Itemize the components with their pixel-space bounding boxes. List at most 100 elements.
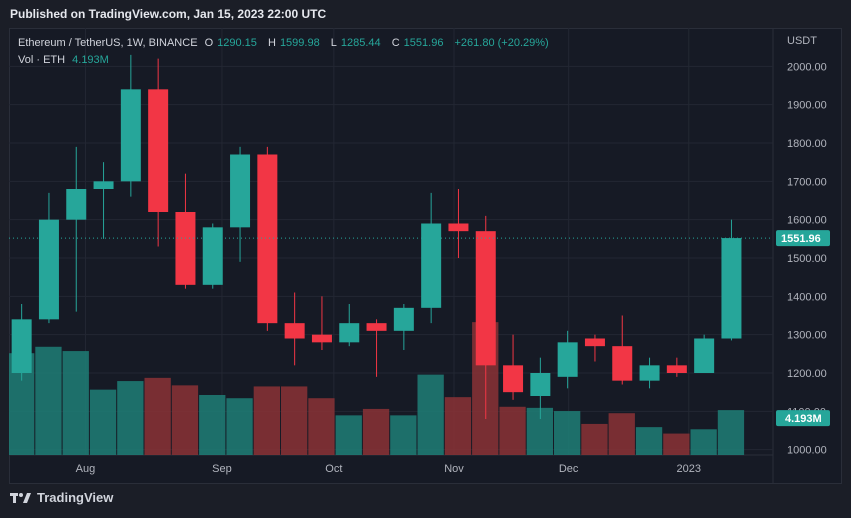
y-tick-label: 1600.00 <box>787 215 827 227</box>
candle <box>557 330 578 389</box>
legend-price-row: Ethereum / TetherUS, 1W, BINANCE O 1290.1… <box>18 35 553 52</box>
candle-body <box>448 223 469 232</box>
volume-bar <box>308 398 335 455</box>
candle-body <box>38 219 59 320</box>
candle <box>421 192 442 324</box>
candle-body <box>612 346 633 381</box>
y-tick-label: 1300.00 <box>787 330 827 342</box>
candle-body <box>339 323 360 343</box>
candle <box>721 219 742 341</box>
last-volume-badge-text: 4.193M <box>785 413 822 425</box>
volume-bar <box>444 397 472 455</box>
candle <box>393 304 414 350</box>
low-value: L 1285.44 <box>330 37 381 49</box>
volume-bar <box>663 433 690 455</box>
price-axis: 1000.001100.001200.001300.001400.001500.… <box>787 35 827 457</box>
chart-legend: Ethereum / TetherUS, 1W, BINANCE O 1290.1… <box>18 35 553 69</box>
volume-bar <box>635 427 663 455</box>
candle-body <box>503 365 524 393</box>
volume-bar <box>417 374 444 455</box>
volume-bar <box>89 389 117 455</box>
candle-body <box>366 323 387 331</box>
volume-bar <box>390 415 417 455</box>
tradingview-logo[interactable]: TradingView <box>10 490 113 505</box>
candle <box>366 319 387 377</box>
last-price-badge <box>776 230 830 247</box>
y-tick-label: 1500.00 <box>787 253 827 265</box>
candle <box>120 54 141 197</box>
candle-body <box>93 181 114 189</box>
change-value: +261.80 (+20.29%) <box>454 37 549 49</box>
candle-body <box>639 365 660 381</box>
candle <box>38 192 59 324</box>
candle-body <box>230 154 251 228</box>
volume-label: Vol · ETH <box>18 54 66 66</box>
candle <box>93 162 114 239</box>
volume-bar <box>608 413 635 455</box>
y-tick-label: 1900.00 <box>787 100 827 112</box>
y-tick-label: 1400.00 <box>787 291 827 303</box>
candle-body <box>694 338 715 373</box>
open-value: O 1290.15 <box>204 37 257 49</box>
candle <box>339 304 360 347</box>
last-value-badges: 1551.96 4.193M <box>9 230 830 427</box>
candle-body <box>311 334 332 343</box>
published-header: Published on TradingView.com, Jan 15, 20… <box>10 7 327 21</box>
candle <box>530 357 551 419</box>
volume-value: 4.193M <box>72 54 109 66</box>
volume-bar <box>690 429 717 455</box>
candle-body <box>202 227 223 285</box>
candle <box>230 146 251 262</box>
legend-volume-row: Vol · ETH 4.193M <box>18 52 553 69</box>
candle <box>311 296 332 350</box>
candle-body <box>666 365 687 373</box>
volume-bar <box>281 386 308 455</box>
x-tick-label: Sep <box>212 463 232 475</box>
volume-bar <box>253 386 280 455</box>
volume-bar <box>554 411 581 455</box>
x-tick-label: Aug <box>76 463 96 475</box>
candle-body <box>721 238 742 339</box>
candle-body <box>284 323 305 339</box>
time-axis: Aug Sep Oct Nov Dec 2023 <box>76 463 701 475</box>
candle <box>584 334 605 362</box>
candle <box>475 215 496 419</box>
close-value: C 1551.96 <box>391 37 444 49</box>
x-tick-label: Oct <box>325 463 342 475</box>
candle <box>284 292 305 366</box>
candle <box>257 146 278 331</box>
candle <box>11 304 32 381</box>
candle-body <box>148 89 169 212</box>
last-volume-badge <box>776 410 830 427</box>
volume-bar <box>171 385 199 455</box>
y-tick-label: 2000.00 <box>787 61 827 73</box>
candles <box>11 54 742 419</box>
currency-label: USDT <box>787 35 817 47</box>
volume-bar <box>117 381 144 455</box>
volume-bar <box>35 346 62 455</box>
candle <box>666 357 687 377</box>
symbol-label: Ethereum / TetherUS, 1W, BINANCE <box>18 37 198 49</box>
candle <box>448 189 469 258</box>
volume-bar <box>362 408 390 455</box>
x-tick-label: 2023 <box>677 463 701 475</box>
volume-bar <box>581 423 608 455</box>
last-price-badge-text: 1551.96 <box>781 233 821 245</box>
candle-body <box>557 342 578 377</box>
volume-bar <box>717 410 745 455</box>
candle-body <box>475 231 496 366</box>
y-tick-label: 1800.00 <box>787 138 827 150</box>
volume-bar <box>144 377 171 455</box>
candle <box>66 146 87 312</box>
candle <box>694 334 715 373</box>
candlestick-chart[interactable]: 1000.001100.001200.001300.001400.001500.… <box>9 28 842 484</box>
volume-bar <box>199 395 226 455</box>
x-tick-label: Dec <box>559 463 579 475</box>
y-tick-label: 1000.00 <box>787 445 827 457</box>
candle-body <box>584 338 605 347</box>
candle <box>148 58 169 247</box>
y-tick-label: 1200.00 <box>787 368 827 380</box>
candle-body <box>11 319 32 373</box>
candle-body <box>257 154 278 324</box>
y-tick-label: 1700.00 <box>787 176 827 188</box>
